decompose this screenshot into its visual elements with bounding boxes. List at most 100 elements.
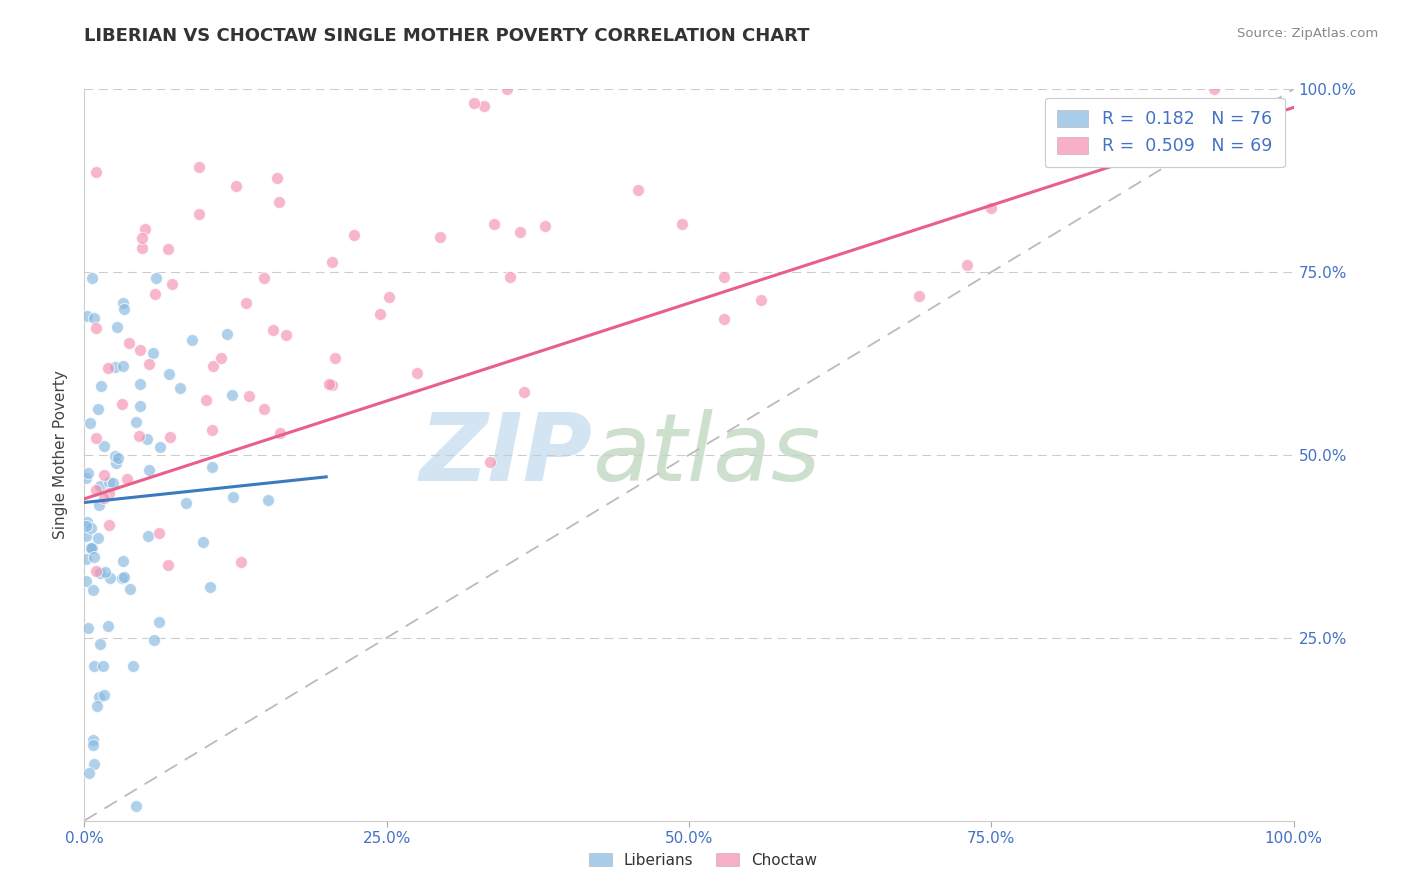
- Point: [136, 433, 159, 447]
- Point: [77, 766, 100, 780]
- Point: [86, 321, 108, 335]
- Point: [201, 359, 224, 373]
- Point: [118, 335, 141, 350]
- Point: [253, 402, 276, 417]
- Point: [159, 430, 181, 444]
- Legend: Liberians, Choctaw: Liberians, Choctaw: [581, 845, 825, 875]
- Point: [97, 475, 120, 490]
- Legend: R =  0.182   N = 76, R =  0.509   N = 69: R = 0.182 N = 76, R = 0.509 N = 69: [1045, 98, 1285, 168]
- Point: [129, 343, 152, 357]
- Point: [107, 451, 129, 466]
- Point: [80, 521, 103, 535]
- Point: [83, 658, 105, 673]
- Point: [274, 328, 297, 343]
- Point: [128, 376, 150, 391]
- Point: [86, 165, 108, 179]
- Point: [93, 491, 115, 505]
- Point: [955, 258, 977, 272]
- Point: [495, 82, 517, 96]
- Point: [83, 549, 105, 564]
- Point: [93, 439, 115, 453]
- Point: [671, 217, 693, 231]
- Text: Source: ZipAtlas.com: Source: ZipAtlas.com: [1237, 27, 1378, 40]
- Point: [142, 346, 165, 360]
- Point: [76, 515, 98, 529]
- Point: [97, 361, 120, 376]
- Point: [77, 622, 100, 636]
- Point: [80, 541, 103, 556]
- Point: [131, 242, 153, 256]
- Point: [136, 529, 159, 543]
- Point: [83, 756, 105, 771]
- Point: [534, 219, 557, 234]
- Point: [201, 459, 224, 474]
- Point: [111, 397, 134, 411]
- Point: [225, 179, 247, 194]
- Point: [269, 426, 291, 441]
- Point: [86, 564, 108, 578]
- Point: [93, 689, 115, 703]
- Point: [86, 699, 108, 714]
- Point: [111, 571, 134, 585]
- Point: [713, 312, 735, 326]
- Point: [104, 449, 127, 463]
- Point: [97, 485, 120, 500]
- Point: [181, 333, 204, 347]
- Point: [138, 357, 160, 371]
- Point: [86, 483, 108, 497]
- Point: [122, 659, 145, 673]
- Point: [266, 171, 288, 186]
- Point: [321, 255, 343, 269]
- Point: [201, 423, 224, 437]
- Point: [76, 309, 98, 323]
- Point: [148, 615, 170, 630]
- Text: ZIP: ZIP: [419, 409, 592, 501]
- Point: [76, 467, 98, 481]
- Point: [107, 320, 129, 334]
- Point: [343, 228, 366, 243]
- Point: [215, 326, 238, 341]
- Point: [79, 417, 101, 431]
- Point: [80, 541, 103, 556]
- Point: [125, 799, 148, 814]
- Point: [75, 529, 97, 543]
- Point: [200, 580, 222, 594]
- Point: [368, 307, 391, 321]
- Point: [323, 351, 346, 365]
- Point: [80, 541, 103, 555]
- Point: [115, 472, 138, 486]
- Point: [98, 571, 121, 585]
- Text: LIBERIAN VS CHOCTAW SINGLE MOTHER POVERTY CORRELATION CHART: LIBERIAN VS CHOCTAW SINGLE MOTHER POVERT…: [84, 27, 810, 45]
- Point: [111, 295, 134, 310]
- Point: [980, 201, 1002, 215]
- Point: [429, 230, 451, 244]
- Point: [405, 366, 427, 380]
- Point: [627, 183, 650, 197]
- Point: [321, 378, 343, 392]
- Point: [125, 415, 148, 429]
- Point: [188, 160, 211, 174]
- Point: [90, 379, 112, 393]
- Point: [89, 566, 111, 580]
- Point: [191, 534, 214, 549]
- Point: [221, 388, 243, 402]
- Point: [129, 399, 152, 413]
- Point: [87, 401, 110, 416]
- Point: [87, 498, 110, 512]
- Point: [211, 351, 233, 365]
- Point: [89, 479, 111, 493]
- Point: [751, 293, 773, 307]
- Point: [134, 222, 156, 236]
- Point: [908, 289, 931, 303]
- Point: [160, 277, 183, 291]
- Point: [87, 532, 110, 546]
- Point: [479, 455, 502, 469]
- Point: [91, 659, 114, 673]
- Point: [256, 493, 278, 508]
- Point: [253, 271, 276, 285]
- Point: [235, 295, 257, 310]
- Point: [138, 463, 160, 477]
- Point: [156, 243, 179, 257]
- Point: [112, 553, 135, 567]
- Point: [128, 429, 150, 443]
